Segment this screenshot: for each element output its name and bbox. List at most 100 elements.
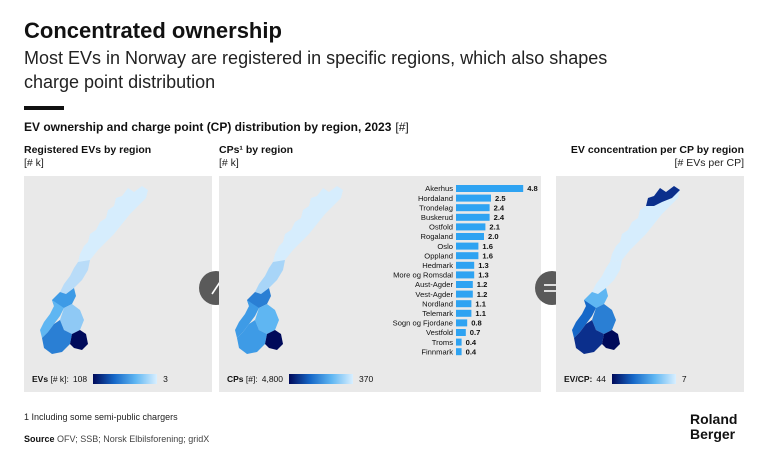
bar-value-label: 0.4 <box>466 338 477 347</box>
concentration-panel-unit: [# EVs per CP] <box>674 157 744 169</box>
bar-value-label: 2.1 <box>489 223 500 232</box>
cps-legend-label: CPs [#]: <box>227 374 258 384</box>
map-region-oslo <box>265 330 283 350</box>
concentration-legend-min: 44 <box>596 374 606 384</box>
bar-category-label: Oppland <box>424 251 453 260</box>
bar <box>456 233 484 240</box>
evs-panel-header: Registered EVs by region [# k] <box>24 144 151 170</box>
bar <box>456 204 490 212</box>
map-region-west <box>572 300 596 338</box>
bar-category-label: Finnmark <box>421 347 453 356</box>
bar-value-label: 1.3 <box>478 261 489 270</box>
chart-title-unit: [#] <box>395 120 409 134</box>
map-region-north <box>273 186 343 262</box>
bar <box>456 290 473 298</box>
bar <box>456 252 479 260</box>
map-region-trondelag <box>247 288 271 308</box>
bar-value-label: 0.4 <box>466 347 477 356</box>
source: Source OFV; SSB; Norsk Elbilsforening; g… <box>24 434 209 444</box>
evs-legend-label: EVs [# k]: <box>32 374 69 384</box>
cps-panel: Akerhus 4.8 Hordaland 2.5 Trondelag 2.4 Busker… <box>219 176 541 392</box>
bar-category-label: Sogn og Fjordane <box>393 319 453 328</box>
bar <box>456 223 486 231</box>
bar <box>456 271 475 279</box>
bar <box>456 281 473 288</box>
bar <box>456 185 524 192</box>
cps-panel-header: CPs¹ by region [# k] <box>219 144 293 170</box>
map-region-nordland <box>60 260 90 294</box>
bar-category-label: Ostfold <box>429 223 453 232</box>
map-region-south <box>237 320 267 354</box>
bar <box>456 213 490 221</box>
cps-panel-unit: [# k] <box>219 157 239 169</box>
bar-value-label: 1.2 <box>477 290 488 299</box>
map-region-oslo <box>602 330 620 350</box>
bar <box>456 242 479 250</box>
concentration-panel-header: EV concentration per CP by region [# EVs… <box>556 144 744 170</box>
concentration-legend-max: 7 <box>681 374 687 384</box>
bar-category-label: Rogaland <box>420 232 453 241</box>
evs-legend: EVs [# k]: 108 3 <box>32 372 168 386</box>
bar-value-label: 1.2 <box>477 280 488 289</box>
bar <box>456 348 462 356</box>
map-region-inland <box>255 304 279 334</box>
bar-category-label: Nordland <box>422 299 453 308</box>
bar-category-label: Troms <box>432 338 453 347</box>
bar-value-label: 1.1 <box>475 299 486 308</box>
bar-value-label: 0.8 <box>471 319 482 328</box>
bar-category-label: Hedmark <box>422 261 453 270</box>
cps-legend-scale <box>289 374 354 384</box>
bar-category-label: More og Romsdal <box>393 271 453 280</box>
bar <box>456 338 462 346</box>
cps-legend: CPs [#]: 4,800 370 <box>227 372 373 386</box>
evs-panel-title: Registered EVs by region <box>24 144 152 156</box>
bar <box>456 319 468 327</box>
bar-value-label: 2.0 <box>488 232 499 241</box>
cps-legend-min: 4,800 <box>261 374 284 384</box>
concentration-norway-map <box>572 186 680 354</box>
map-region-south <box>574 320 604 354</box>
map-region-north <box>610 186 680 262</box>
bar-category-label: Vest-Agder <box>415 290 453 299</box>
evs-legend-min: 108 <box>72 374 88 384</box>
map-region-south <box>42 320 72 354</box>
bar <box>456 300 472 308</box>
bar-value-label: 1.3 <box>478 271 489 280</box>
title-rule <box>24 106 64 110</box>
bar <box>456 261 475 269</box>
map-region-inland <box>592 304 616 334</box>
cps-panel-title: CPs¹ by region <box>219 144 294 156</box>
concentration-panel-title: EV concentration per CP by region <box>570 144 744 156</box>
cps-norway-map <box>235 186 343 354</box>
bar-value-label: 1.6 <box>482 242 493 251</box>
chart-title: EV ownership and charge point (CP) distr… <box>24 120 409 134</box>
bar-category-label: Trondelag <box>419 203 453 212</box>
map-region-west <box>40 300 64 338</box>
concentration-legend: EV/CP: 44 7 <box>564 372 687 386</box>
bar-category-label: Hordaland <box>418 194 453 203</box>
map-region-trondelag <box>584 288 608 308</box>
bar-value-label: 1.6 <box>482 251 493 260</box>
cps-legend-max: 370 <box>359 374 374 384</box>
source-label: Source <box>24 434 55 444</box>
map-region-nordland <box>255 260 285 294</box>
bar-category-label: Telemark <box>422 309 453 318</box>
source-text: OFV; SSB; Norsk Elbilsforening; gridX <box>57 434 210 444</box>
bar <box>456 309 472 317</box>
map-region-north <box>78 186 148 262</box>
map-region-nordland <box>592 260 622 294</box>
map-region-finnmark <box>646 186 680 206</box>
evs-norway-map <box>40 186 148 354</box>
bar-value-label: 2.5 <box>495 194 506 203</box>
page-subtitle: Most EVs in Norway are registered in spe… <box>24 48 608 92</box>
bar-value-label: 1.1 <box>475 309 486 318</box>
concentration-legend-scale <box>611 374 676 384</box>
map-region-oslo <box>70 330 88 350</box>
evs-panel-unit: [# k] <box>24 157 44 169</box>
bar-category-label: Oslo <box>437 242 453 251</box>
evs-legend-scale <box>93 374 158 384</box>
map-region-west <box>235 300 259 338</box>
bar-value-label: 2.4 <box>494 203 505 212</box>
evs-legend-max: 3 <box>163 374 168 384</box>
bar-category-label: Vestfold <box>426 328 453 337</box>
